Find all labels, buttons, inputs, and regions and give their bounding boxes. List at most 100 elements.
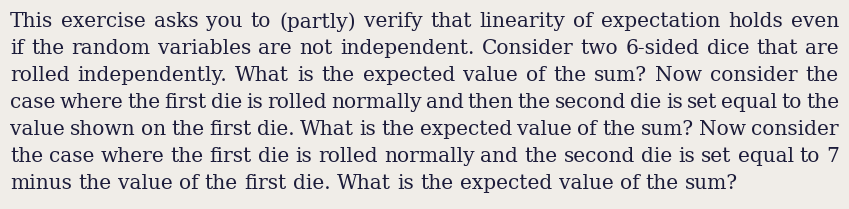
Text: two: two (581, 39, 618, 58)
Text: linearity: linearity (480, 12, 565, 31)
Text: Now: Now (699, 120, 746, 139)
Text: and: and (481, 147, 518, 166)
Text: consider: consider (711, 66, 798, 85)
Text: the: the (602, 120, 635, 139)
Text: Now: Now (655, 66, 702, 85)
Text: dice: dice (707, 39, 750, 58)
Text: the: the (381, 120, 414, 139)
Text: value: value (517, 120, 572, 139)
Text: then: then (468, 93, 514, 112)
Text: that: that (756, 39, 798, 58)
Text: is: is (359, 120, 376, 139)
Text: expectation: expectation (601, 12, 720, 31)
Text: Consider: Consider (481, 39, 573, 58)
Text: of: of (620, 174, 639, 193)
Text: the: the (78, 174, 111, 193)
Text: the: the (806, 93, 839, 112)
Text: normally: normally (384, 147, 475, 166)
Text: die.: die. (257, 120, 295, 139)
Text: where: where (101, 147, 165, 166)
Text: are: are (806, 39, 839, 58)
Text: the: the (322, 66, 355, 85)
Text: expected: expected (460, 174, 552, 193)
Text: second: second (555, 93, 627, 112)
Text: is: is (295, 147, 312, 166)
Text: random: random (71, 39, 150, 58)
Text: the: the (31, 39, 65, 58)
Text: set: set (687, 93, 717, 112)
Text: sum?: sum? (594, 66, 648, 85)
Text: rolled: rolled (318, 147, 378, 166)
Text: expected: expected (363, 66, 455, 85)
Text: even: even (790, 12, 839, 31)
Text: of: of (573, 12, 593, 31)
Text: holds: holds (728, 12, 783, 31)
Text: is: is (666, 93, 683, 112)
Text: case: case (10, 93, 55, 112)
Text: equal: equal (738, 147, 794, 166)
Text: 6-sided: 6-sided (626, 39, 700, 58)
Text: set: set (701, 147, 732, 166)
Text: the: the (420, 174, 453, 193)
Text: the: the (171, 147, 204, 166)
Text: first: first (210, 147, 252, 166)
Text: where: where (59, 93, 123, 112)
Text: exercise: exercise (61, 12, 146, 31)
Text: is: is (246, 93, 263, 112)
Text: verify: verify (363, 12, 422, 31)
Text: if: if (10, 39, 24, 58)
Text: second: second (564, 147, 635, 166)
Text: the: the (205, 174, 238, 193)
Text: first: first (245, 174, 287, 193)
Text: of: of (526, 66, 545, 85)
Text: independently.: independently. (77, 66, 228, 85)
Text: you: you (206, 12, 243, 31)
Text: the: the (127, 93, 160, 112)
Text: expected: expected (420, 120, 512, 139)
Text: is: is (297, 66, 314, 85)
Text: shown: shown (70, 120, 136, 139)
Text: to: to (800, 147, 820, 166)
Text: What: What (337, 174, 391, 193)
Text: on: on (141, 120, 166, 139)
Text: (partly): (partly) (279, 12, 356, 32)
Text: What: What (301, 120, 354, 139)
Text: sum?: sum? (641, 120, 694, 139)
Text: of: of (577, 120, 597, 139)
Text: consider: consider (751, 120, 839, 139)
Text: is: is (678, 147, 695, 166)
Text: rolled: rolled (10, 66, 70, 85)
Text: and: and (425, 93, 464, 112)
Text: value: value (10, 120, 65, 139)
Text: This: This (10, 12, 53, 31)
Text: die: die (211, 93, 242, 112)
Text: the: the (10, 147, 43, 166)
Text: independent.: independent. (340, 39, 475, 58)
Text: the: the (525, 147, 558, 166)
Text: that: that (430, 12, 471, 31)
Text: to: to (781, 93, 801, 112)
Text: the: the (646, 174, 679, 193)
Text: case: case (49, 147, 94, 166)
Text: of: of (179, 174, 199, 193)
Text: to: to (250, 12, 271, 31)
Text: the: the (806, 66, 839, 85)
Text: die: die (641, 147, 672, 166)
Text: value: value (463, 66, 518, 85)
Text: die.: die. (293, 174, 330, 193)
Text: value: value (559, 174, 613, 193)
Text: equal: equal (721, 93, 778, 112)
Text: 7: 7 (826, 147, 839, 166)
Text: What: What (235, 66, 290, 85)
Text: normally: normally (331, 93, 421, 112)
Text: the: the (518, 93, 551, 112)
Text: first: first (210, 120, 252, 139)
Text: not: not (300, 39, 333, 58)
Text: is: is (397, 174, 414, 193)
Text: first: first (165, 93, 207, 112)
Text: die: die (631, 93, 661, 112)
Text: sum?: sum? (685, 174, 739, 193)
Text: value: value (118, 174, 172, 193)
Text: variables: variables (158, 39, 251, 58)
Text: minus: minus (10, 174, 72, 193)
